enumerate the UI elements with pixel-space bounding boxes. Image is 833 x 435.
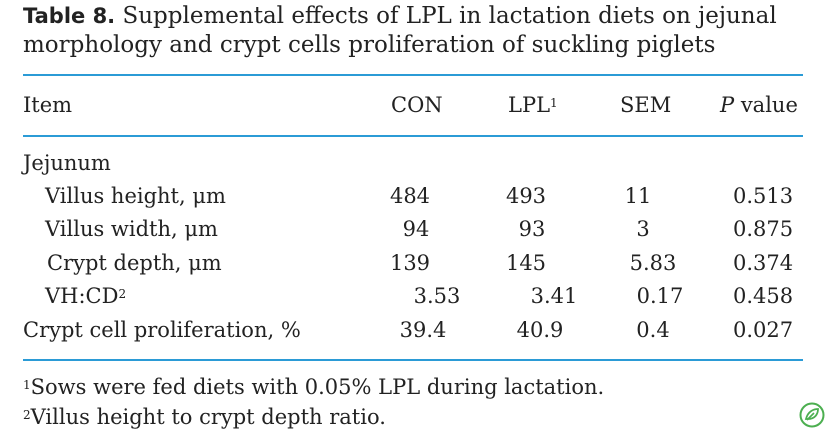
footnote: 2Villus height to crypt depth ratio.	[23, 404, 386, 430]
row-lpl: 3.41	[530, 284, 578, 308]
header-lpl-text: LPL	[508, 93, 551, 117]
row-lpl: 493	[505, 184, 547, 208]
row-con: 484	[389, 184, 431, 208]
header-item: Item	[23, 93, 73, 117]
header-lpl-footnote-mark: 1	[550, 96, 558, 110]
row-con: 139	[389, 251, 431, 275]
row-sem: 5.83	[629, 251, 677, 275]
top-rule	[23, 74, 803, 76]
footnote-mark: 1	[23, 378, 31, 392]
footnote: 1Sows were fed diets with 0.05% LPL duri…	[23, 374, 604, 400]
row-item: VH:CD2	[45, 283, 126, 309]
header-p-suffix: value	[734, 93, 798, 117]
header-p-value: P value	[720, 92, 798, 118]
row-p: 0.027	[733, 318, 794, 342]
row-p: 0.458	[733, 284, 794, 308]
header-sem: SEM	[620, 93, 672, 117]
row-sem: 0.17	[636, 284, 684, 308]
row-p: 0.513	[733, 184, 794, 208]
row-sem: 3	[636, 217, 650, 241]
header-p-letter: P	[720, 93, 735, 117]
table-label: Table 8.	[23, 4, 116, 28]
row-item-footnote-mark: 2	[118, 287, 127, 301]
row-item: Crypt cell proliferation, %	[23, 318, 301, 342]
row-p: 0.374	[733, 251, 794, 275]
row-con: 39.4	[399, 318, 447, 342]
row-lpl: 145	[505, 251, 547, 275]
row-lpl: 40.9	[516, 318, 564, 342]
row-con: 3.53	[413, 284, 461, 308]
header-rule	[23, 135, 803, 137]
row-lpl: 93	[518, 217, 546, 241]
row-item: Villus width, μm	[45, 217, 218, 241]
leaf-logo-icon	[799, 402, 825, 428]
bottom-rule	[23, 359, 803, 361]
row-sem: 11	[624, 184, 652, 208]
footnote-text: Villus height to crypt depth ratio.	[30, 405, 386, 429]
row-item: Villus height, μm	[45, 184, 226, 208]
header-con: CON	[391, 93, 443, 117]
footnote-text: Sows were fed diets with 0.05% LPL durin…	[30, 375, 605, 399]
section-jejunum: Jejunum	[23, 151, 111, 175]
row-item: Crypt depth, μm	[47, 251, 222, 275]
row-item-text: VH:CD	[45, 284, 119, 308]
row-p: 0.875	[733, 217, 794, 241]
table-title: Supplemental effects of LPL in lactation…	[23, 3, 777, 58]
row-sem: 0.4	[636, 318, 670, 342]
footnote-mark: 2	[23, 408, 31, 422]
row-con: 94	[402, 217, 430, 241]
header-lpl: LPL1	[508, 92, 558, 118]
table-caption: Table 8. Supplemental effects of LPL in …	[23, 2, 813, 60]
